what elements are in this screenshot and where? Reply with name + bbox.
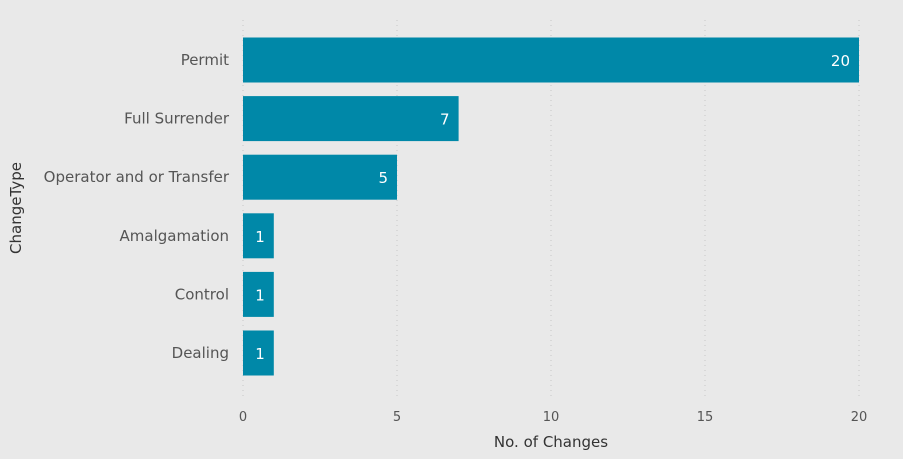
category-label: Amalgamation <box>120 227 229 245</box>
bar <box>243 96 459 142</box>
bar <box>243 37 859 83</box>
x-tick-label: 0 <box>239 410 247 425</box>
data-label: 1 <box>255 286 265 304</box>
x-tick-labels: 0 5 10 15 20 <box>239 410 867 425</box>
category-label: Full Surrender <box>124 110 230 128</box>
bar <box>243 271 274 317</box>
data-label: 7 <box>440 111 450 129</box>
data-labels: 20 7 5 1 1 1 <box>255 52 850 363</box>
x-tick-label: 20 <box>851 410 868 425</box>
category-label: Operator and or Transfer <box>44 168 230 186</box>
bar <box>243 154 397 200</box>
bars <box>243 37 859 376</box>
y-axis-title: ChangeType <box>7 162 25 254</box>
x-tick-label: 5 <box>393 410 401 425</box>
data-label: 1 <box>255 228 265 246</box>
x-axis-title: No. of Changes <box>494 433 608 451</box>
x-tick-label: 15 <box>697 410 714 425</box>
category-label: Control <box>175 285 229 303</box>
category-label: Dealing <box>172 344 229 362</box>
data-label: 5 <box>378 169 388 187</box>
category-label: Permit <box>181 51 229 69</box>
x-tick-label: 10 <box>543 410 560 425</box>
bar <box>243 213 274 259</box>
data-label: 20 <box>831 52 850 70</box>
bar <box>243 330 274 376</box>
category-labels: Permit Full Surrender Operator and or Tran… <box>44 51 230 362</box>
data-label: 1 <box>255 345 265 363</box>
